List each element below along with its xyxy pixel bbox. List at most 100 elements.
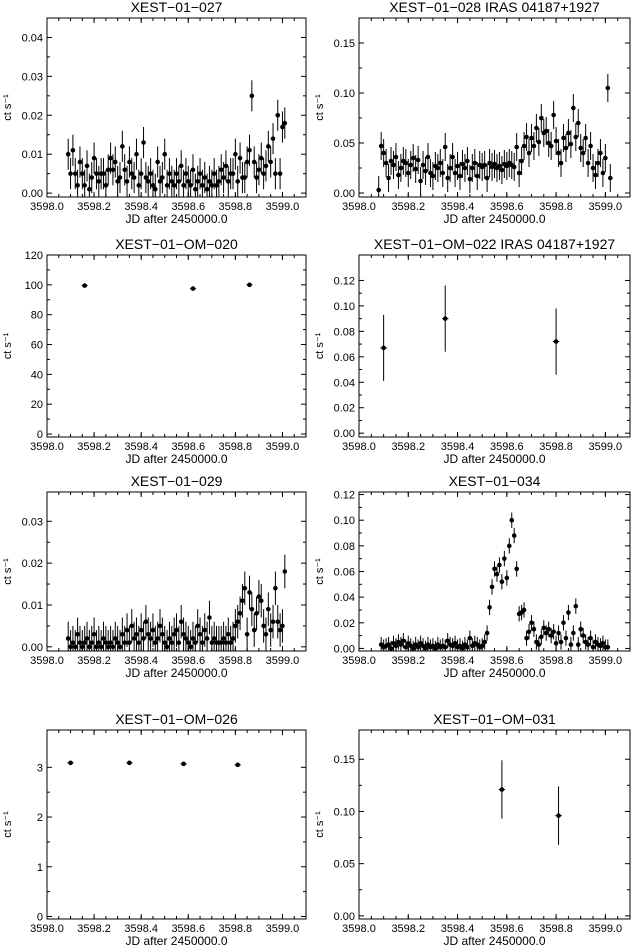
data-point: [68, 760, 73, 766]
data-point: [153, 640, 158, 645]
data-point: [178, 619, 184, 625]
data-point: [442, 644, 448, 650]
data-point: [136, 640, 142, 645]
x-axis-label: JD after 2450000.0: [125, 934, 227, 947]
data-point: [242, 585, 248, 591]
data-point: [96, 179, 102, 184]
x-tick-label: 3598.0: [342, 201, 376, 213]
data-point: [226, 179, 231, 184]
data-point: [277, 171, 283, 176]
data-point: [539, 634, 544, 640]
data-point: [87, 186, 92, 192]
data-series: [81, 282, 253, 291]
data-point: [580, 150, 586, 156]
x-axis-label: JD after 2450000.0: [443, 934, 545, 947]
data-point: [391, 162, 396, 168]
data-point: [568, 141, 574, 147]
data-point: [472, 160, 478, 166]
data-point: [226, 631, 231, 637]
data-point: [237, 611, 243, 616]
x-tick-label: 3598.4: [124, 201, 158, 213]
y-tick-label: 1: [37, 862, 43, 874]
y-tick-label: 80: [31, 310, 43, 322]
data-point: [405, 170, 411, 176]
data-point: [249, 606, 255, 612]
data-point: [551, 112, 556, 118]
data-point: [94, 171, 99, 176]
x-tick-label: 3598.0: [342, 655, 376, 667]
data-point: [580, 633, 586, 638]
data-point: [148, 171, 153, 176]
data-point: [160, 175, 165, 180]
data-series: [498, 760, 562, 845]
data-point: [138, 171, 144, 176]
data-point: [553, 641, 559, 646]
data-point: [511, 533, 517, 538]
data-point: [211, 636, 217, 641]
data-point: [77, 640, 83, 645]
data-point: [68, 644, 73, 650]
data-point: [521, 607, 527, 613]
chart-panel-6: XEST−01−034 3598.0 3598.2 3598.4 3598.6 3598.…: [314, 473, 631, 680]
data-point: [462, 165, 468, 171]
data-point: [181, 761, 186, 767]
data-point: [214, 183, 219, 188]
data-point: [138, 627, 144, 633]
data-point: [605, 644, 611, 650]
data-point: [131, 175, 137, 180]
x-tick-label: 3598.4: [124, 441, 158, 453]
data-point: [101, 171, 106, 176]
data-point: [251, 159, 257, 165]
data-point: [209, 183, 215, 188]
y-tick-label: 0.05: [334, 859, 355, 871]
data-point: [134, 631, 139, 637]
y-tick-label: 0.01: [22, 149, 43, 161]
y-tick-label: 0.00: [22, 188, 43, 200]
data-point: [410, 646, 416, 651]
data-point: [103, 640, 109, 645]
x-tick-label: 3598.6: [490, 441, 524, 453]
data-point: [145, 179, 151, 184]
y-tick-label: 0.00: [334, 911, 355, 923]
data-point: [195, 179, 200, 184]
data-point: [479, 643, 485, 649]
data-point: [588, 635, 593, 641]
data-point: [162, 151, 168, 157]
data-point: [235, 179, 241, 184]
data-point: [261, 623, 266, 629]
y-tick-label: 0.02: [334, 618, 355, 630]
data-point: [403, 644, 409, 650]
y-axis-label: ct s⁻¹: [314, 94, 326, 121]
data-point: [84, 163, 90, 169]
plot-frame: [46, 254, 307, 438]
data-point: [96, 640, 102, 645]
data-point: [415, 157, 421, 163]
y-axis-label: ct s⁻¹: [2, 332, 14, 359]
y-tick-label: 0.15: [334, 754, 355, 766]
data-point: [70, 148, 76, 153]
x-tick-label: 3598.4: [124, 655, 158, 667]
data-series: [67, 760, 241, 768]
y-axis-label: ct s⁻¹: [2, 558, 14, 585]
data-point: [200, 183, 205, 188]
x-tick-label: 3598.6: [171, 923, 205, 935]
data-point: [204, 636, 210, 641]
data-point: [526, 150, 532, 156]
data-point: [240, 598, 245, 604]
data-point: [388, 646, 394, 651]
data-point: [393, 154, 399, 160]
x-tick-label: 3598.8: [219, 923, 253, 935]
y-tick-label: 0.10: [334, 515, 355, 527]
data-point: [566, 610, 571, 615]
data-point: [378, 143, 384, 149]
data-point: [193, 640, 198, 645]
y-tick-label: 0: [37, 912, 43, 924]
data-point: [256, 594, 262, 599]
data-point: [499, 167, 505, 173]
data-point: [247, 282, 252, 288]
data-point: [72, 644, 78, 650]
x-tick-label: 3598.0: [30, 923, 64, 935]
x-tick-label: 3598.0: [30, 655, 64, 667]
y-tick-label: 0.02: [22, 558, 43, 570]
data-point: [605, 85, 611, 91]
